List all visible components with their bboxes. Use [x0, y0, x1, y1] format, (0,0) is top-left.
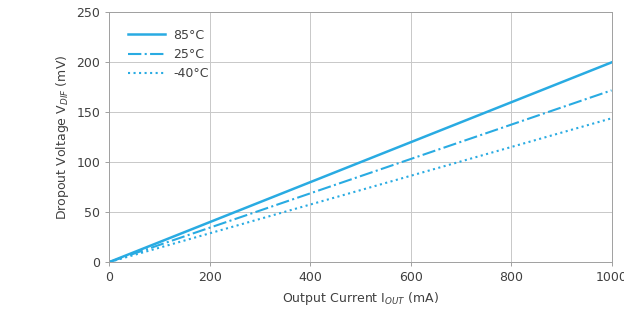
X-axis label: Output Current I$_{OUT}$ (mA): Output Current I$_{OUT}$ (mA): [282, 290, 439, 307]
Legend: 85°C, 25°C, -40°C: 85°C, 25°C, -40°C: [120, 21, 216, 88]
Y-axis label: Dropout Voltage V$_{DIF}$ (mV): Dropout Voltage V$_{DIF}$ (mV): [54, 55, 71, 220]
